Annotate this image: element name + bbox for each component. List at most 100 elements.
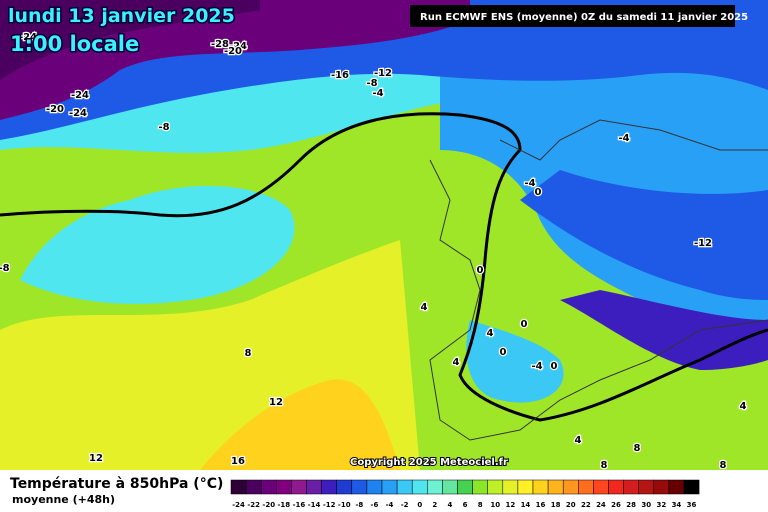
map: -24-28 -24-20-16 -12-8-4-20-24-24-8-4-40-1… [0, 0, 768, 473]
scale-swatch [276, 479, 292, 495]
scale-label: -24 [232, 501, 245, 509]
contour-label: -24 [229, 41, 247, 52]
scale-swatch [472, 479, 488, 495]
warm-core [200, 379, 400, 470]
contour-label: 4 [453, 357, 460, 368]
scale-swatch [668, 479, 685, 495]
scale-label: 16 [536, 501, 546, 509]
contour-label: 4 [740, 401, 747, 412]
scale-swatch [381, 479, 398, 495]
scale-swatch [457, 479, 473, 495]
contour-label: 16 [231, 456, 245, 467]
contour-label: -4 [372, 88, 383, 99]
scale-label: -8 [355, 501, 363, 509]
run-info: Run ECMWF ENS (moyenne) 0Z du samedi 11 … [420, 12, 748, 23]
date-title: lundi 13 janvier 2025 [8, 5, 235, 27]
scale-label: 26 [611, 501, 621, 509]
contour-label: 8 [720, 460, 727, 471]
contour-label: 0 [477, 265, 484, 276]
contour-label: 8 [634, 443, 641, 454]
scale-label: 12 [505, 501, 515, 509]
copyright: Copyright 2025 Meteociel.fr [350, 457, 508, 468]
scale-swatch [442, 479, 458, 495]
contour-label: 4 [575, 435, 582, 446]
contour-label: -24 [19, 32, 37, 43]
scale-swatch [593, 479, 609, 495]
scale-label: -22 [247, 501, 260, 509]
contour-label: -16 [331, 70, 349, 81]
scale-label: -10 [338, 501, 351, 509]
scale-label: -16 [293, 501, 306, 509]
scale-swatch [532, 479, 549, 495]
scale-label: -18 [278, 501, 291, 509]
scale-label: 14 [521, 501, 531, 509]
scale-label: 30 [641, 501, 651, 509]
scale-label: 6 [463, 501, 468, 509]
contour-label: -24 [71, 90, 89, 101]
run-box [410, 5, 735, 27]
contour-label: 0 [521, 319, 528, 330]
scale-label: 2 [432, 501, 437, 509]
scale-label: 34 [672, 501, 682, 509]
contour-label: -20 [46, 104, 64, 115]
scale-swatch [608, 479, 624, 495]
scale-label: 0 [417, 501, 422, 509]
legend-title: Température à 850hPa (°C) [10, 476, 223, 492]
scale-label: 4 [448, 501, 453, 509]
scale-swatch [487, 479, 504, 495]
contour-label: -20 [224, 46, 242, 57]
contour-label: -8 [0, 263, 10, 274]
contour-label: 12 [89, 453, 103, 464]
scale-label: -2 [401, 501, 409, 509]
scale-swatch [230, 479, 247, 495]
scale-swatch [427, 479, 443, 495]
contour-label: -28 [211, 39, 229, 50]
scale-swatch [547, 479, 564, 495]
contour-label: -12 [694, 238, 712, 249]
contour-label: 12 [269, 397, 283, 408]
scale-swatch [396, 479, 413, 495]
scale-swatch [578, 479, 594, 495]
scale-swatch [517, 479, 534, 495]
coastlines [429, 119, 768, 441]
mediterranean-cool [466, 320, 564, 403]
scale-swatch [653, 479, 670, 495]
scale-label: 28 [626, 501, 636, 509]
scale-label: -20 [262, 501, 275, 509]
legend-subtitle: moyenne (+48h) [12, 493, 115, 506]
scale-label: -6 [371, 501, 379, 509]
scale-swatch [351, 479, 368, 495]
scale-swatch [291, 479, 307, 495]
scale-swatch [562, 479, 579, 495]
cold-core-east [520, 170, 768, 300]
scale-label: -12 [323, 501, 336, 509]
atlantic-cool-pocket [20, 186, 295, 304]
contour-label: 4 [487, 328, 494, 339]
contour-label: -4 [524, 178, 535, 189]
contour-label: 0 [500, 347, 507, 358]
scale-swatch [260, 479, 277, 495]
polar-core [0, 0, 260, 80]
contour-labels: -24-28 -24-20-16 -12-8-4-20-24-24-8-4-40-1… [0, 31, 748, 473]
scale-label: 24 [596, 501, 606, 509]
contour-label: -8 [158, 122, 169, 133]
scale-label: -14 [308, 501, 321, 509]
scale-label: 32 [656, 501, 666, 509]
scale-swatch [306, 479, 322, 495]
local-time: 1:00 locale [10, 32, 139, 56]
scale-swatch [638, 479, 655, 495]
scale-label: -4 [386, 501, 394, 509]
scale-label: 10 [490, 501, 500, 509]
contour-label: -24 [69, 108, 87, 119]
contour-label: -12 [374, 68, 392, 79]
contour-label: -8 [366, 78, 377, 89]
contour-label: 0 [551, 361, 558, 372]
contour-label: -4 [618, 133, 629, 144]
scale-swatch [623, 479, 639, 495]
scale-swatch [683, 479, 700, 495]
scale-swatch [411, 479, 428, 495]
scale-swatch [321, 479, 337, 495]
scale-swatch [366, 479, 383, 495]
balkan-cold [560, 290, 768, 370]
